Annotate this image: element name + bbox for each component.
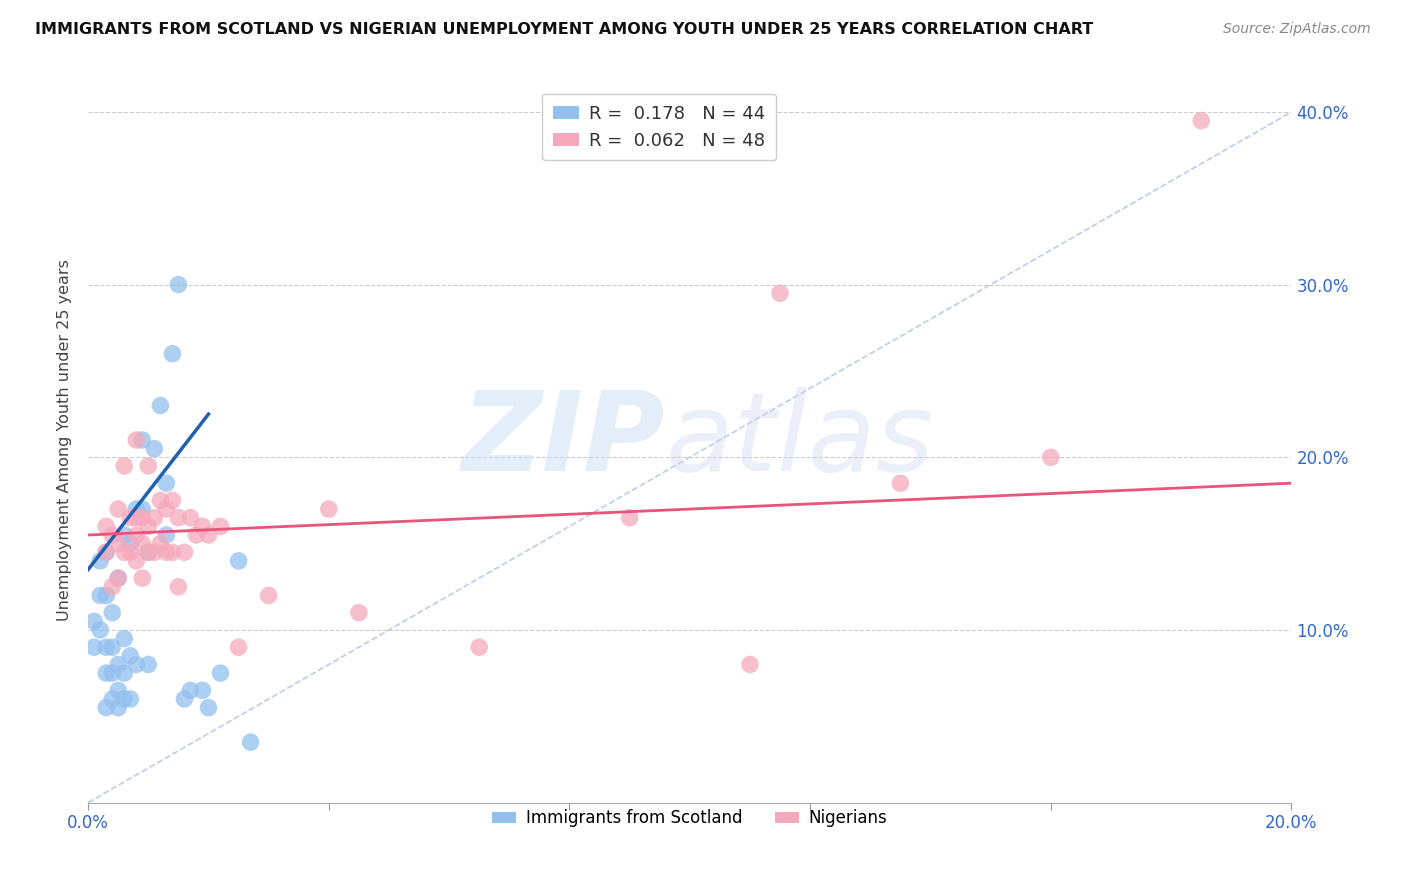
Point [162,545,184,559]
Point [191,683,214,698]
Point [120,692,142,706]
Point [101,580,124,594]
Point [101,528,124,542]
Point [155,502,177,516]
Point [239,735,262,749]
Point [143,442,166,456]
Text: atlas: atlas [665,386,935,493]
Point [131,510,153,524]
Point [112,632,135,646]
Point [125,528,148,542]
Point [347,606,370,620]
Point [149,536,172,550]
Point [143,545,166,559]
Point [112,545,135,559]
Point [125,433,148,447]
Point [136,519,159,533]
Point [257,588,280,602]
Point [149,399,172,413]
Point [112,528,135,542]
Point [112,458,135,473]
Point [107,700,129,714]
Point [83,640,105,655]
Point [96,640,118,655]
Point [101,692,124,706]
Point [83,615,105,629]
Point [197,700,219,714]
Point [209,519,232,533]
Point [143,510,166,524]
Point [167,510,190,524]
Point [96,545,118,559]
Point [186,528,208,542]
Point [131,502,153,516]
Point [96,545,118,559]
Point [131,536,153,550]
Point [155,476,177,491]
Point [136,657,159,672]
Point [89,588,111,602]
Point [167,580,190,594]
Point [209,666,232,681]
Point [136,458,159,473]
Point [107,657,129,672]
Point [107,571,129,585]
Point [96,588,118,602]
Point [738,657,761,672]
Point [619,510,641,524]
Point [155,545,177,559]
Point [173,692,195,706]
Point [228,640,250,655]
Text: IMMIGRANTS FROM SCOTLAND VS NIGERIAN UNEMPLOYMENT AMONG YOUTH UNDER 25 YEARS COR: IMMIGRANTS FROM SCOTLAND VS NIGERIAN UNE… [35,22,1094,37]
Point [155,528,177,542]
Point [131,571,153,585]
Point [468,640,491,655]
Point [136,545,159,559]
Point [162,493,184,508]
Y-axis label: Unemployment Among Youth under 25 years: Unemployment Among Youth under 25 years [58,259,72,621]
Point [107,683,129,698]
Point [191,519,214,533]
Point [112,666,135,681]
Point [120,545,142,559]
Point [107,502,129,516]
Point [120,648,142,663]
Point [112,692,135,706]
Point [107,536,129,550]
Point [136,545,159,559]
Text: Source: ZipAtlas.com: Source: ZipAtlas.com [1223,22,1371,37]
Point [125,657,148,672]
Point [96,666,118,681]
Point [167,277,190,292]
Point [89,623,111,637]
Point [179,683,201,698]
Point [120,536,142,550]
Point [89,554,111,568]
Point [149,493,172,508]
Point [101,666,124,681]
Point [173,545,195,559]
Point [125,502,148,516]
Legend: Immigrants from Scotland, Nigerians: Immigrants from Scotland, Nigerians [485,803,894,834]
Point [107,571,129,585]
Point [120,510,142,524]
Point [889,476,911,491]
Point [96,700,118,714]
Text: ZIP: ZIP [463,386,665,493]
Point [125,510,148,524]
Point [1189,113,1212,128]
Point [318,502,340,516]
Point [101,606,124,620]
Point [179,510,201,524]
Point [101,640,124,655]
Point [96,519,118,533]
Point [769,286,792,301]
Point [1039,450,1062,465]
Point [131,433,153,447]
Point [197,528,219,542]
Point [162,347,184,361]
Point [228,554,250,568]
Point [125,554,148,568]
